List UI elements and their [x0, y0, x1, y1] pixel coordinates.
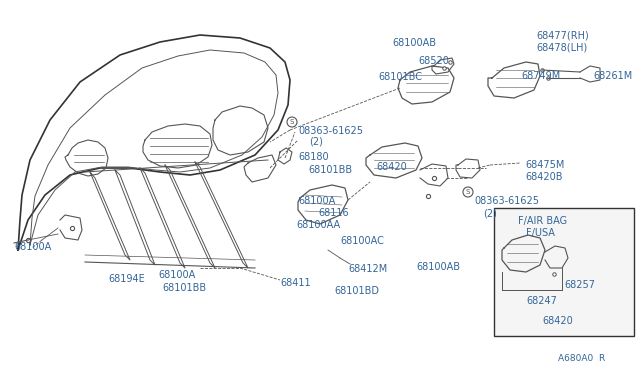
Text: 68180: 68180 [298, 152, 328, 162]
Text: (2): (2) [483, 208, 497, 218]
Bar [494, 208, 634, 336]
Text: 68101BC: 68101BC [378, 72, 422, 82]
Text: 68101BB: 68101BB [308, 165, 352, 175]
Text: 68420B: 68420B [525, 172, 563, 182]
Text: 68478(LH): 68478(LH) [536, 42, 588, 52]
Text: F/USA: F/USA [526, 228, 555, 238]
Text: 68257: 68257 [564, 280, 595, 290]
Text: 68412M: 68412M [348, 264, 387, 274]
Text: 68100A: 68100A [298, 196, 335, 206]
Text: F/AIR BAG: F/AIR BAG [518, 216, 567, 226]
Text: 08363-61625: 08363-61625 [474, 196, 539, 206]
Text: S: S [466, 189, 470, 195]
Text: 68100AA: 68100AA [296, 220, 340, 230]
Text: 68101BB: 68101BB [162, 283, 206, 293]
Text: A680A0  R: A680A0 R [558, 354, 605, 363]
Text: 68100AB: 68100AB [392, 38, 436, 48]
Text: 68749M: 68749M [521, 71, 560, 81]
Text: 08363-61625: 08363-61625 [298, 126, 363, 136]
Text: S: S [290, 119, 294, 125]
Text: 68520: 68520 [418, 56, 449, 66]
Text: 68100AC: 68100AC [340, 236, 384, 246]
Text: 68100AB: 68100AB [416, 262, 460, 272]
Text: 68101BD: 68101BD [334, 286, 379, 296]
Text: 68477(RH): 68477(RH) [536, 30, 589, 40]
Text: 68420: 68420 [542, 316, 573, 326]
Text: 68411: 68411 [280, 278, 310, 288]
Text: 68194E: 68194E [108, 274, 145, 284]
Text: 68475M: 68475M [525, 160, 564, 170]
Text: 68116: 68116 [318, 208, 349, 218]
Text: 68261M: 68261M [593, 71, 632, 81]
Text: 68100A: 68100A [158, 270, 195, 280]
Text: 68247: 68247 [526, 296, 557, 306]
Text: (2): (2) [309, 136, 323, 146]
Text: 68420: 68420 [376, 162, 407, 172]
Text: 68100A: 68100A [14, 242, 51, 252]
